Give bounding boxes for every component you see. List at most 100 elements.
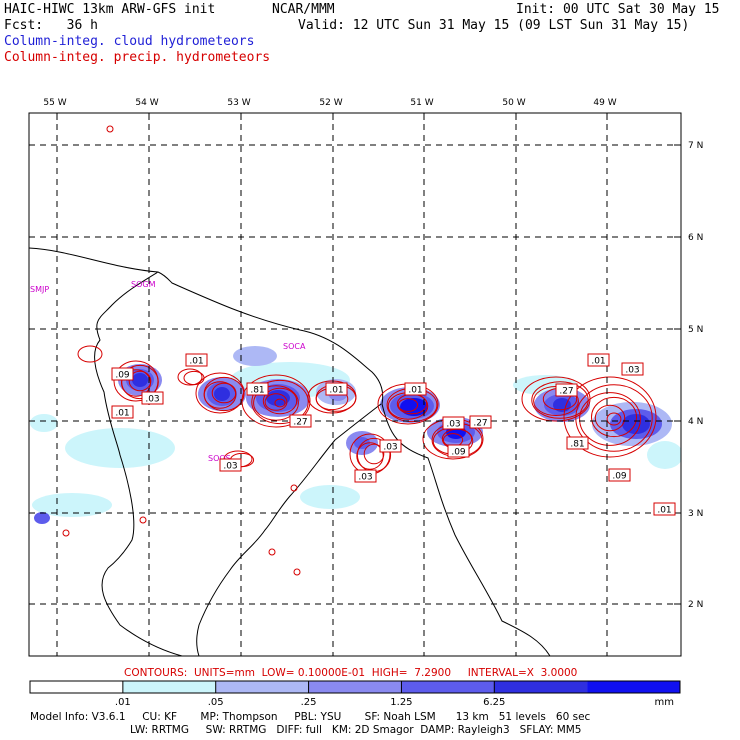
precip-contour — [241, 374, 311, 428]
cloud-shade-patch — [647, 441, 681, 469]
svg-text:.03: .03 — [625, 366, 639, 376]
precip-contour — [177, 368, 203, 386]
precip-contour — [183, 370, 205, 386]
contour-value-label: .27 — [555, 383, 578, 397]
precip-contour — [211, 382, 237, 404]
colorbar-swatch — [587, 681, 680, 693]
contour-value-label: .01 — [653, 502, 676, 516]
svg-text:.01: .01 — [115, 409, 129, 419]
precip-contour-dot — [290, 484, 298, 492]
svg-text:.01: .01 — [408, 386, 422, 396]
colorbar-swatch — [308, 681, 402, 693]
precip-contour — [274, 398, 286, 408]
colorbar-tick-label: .01 — [115, 697, 131, 708]
precip-contour — [579, 392, 641, 446]
svg-text:.01: .01 — [591, 357, 605, 367]
map-frame — [28, 112, 682, 657]
cloud-shade-patch — [65, 428, 175, 468]
precip-contour — [77, 345, 103, 363]
colorbar-unit: mm — [655, 697, 674, 708]
contour-value-label: .01 — [404, 382, 427, 396]
precip-contour — [606, 412, 622, 426]
station-label: SOOS — [208, 454, 231, 463]
svg-text:.09: .09 — [612, 472, 627, 482]
model-info-line1: Model Info: V3.6.1 CU: KF MP: Thompson P… — [30, 711, 591, 723]
precip-contour — [128, 370, 152, 392]
contour-value-label: .03 — [354, 469, 377, 483]
cloud-shade-patch — [233, 346, 277, 366]
colorbar: .01 .05 .25 1.25 6.25 mm — [29, 680, 681, 708]
coastline-layer — [29, 247, 551, 656]
coastline — [93, 271, 183, 656]
cloud-shade-patch — [300, 485, 360, 509]
longitude-label: 53 W — [227, 98, 250, 108]
precip-contour — [563, 376, 657, 458]
contour-value-label: .03 — [141, 391, 164, 405]
latitude-label: 4 N — [688, 417, 703, 427]
contour-value-label: .81 — [566, 436, 589, 450]
model-info-line2: LW: RRTMG SW: RRTMG DIFF: full KM: 2D Sm… — [130, 724, 582, 736]
precip-field-label: Column-integ. precip. hydrometeors — [4, 50, 271, 65]
precip-contour — [251, 379, 309, 425]
svg-text:.27: .27 — [293, 418, 307, 428]
latitude-label: 3 N — [688, 509, 703, 519]
colorbar-swatch — [122, 681, 216, 693]
latitude-label: 6 N — [688, 233, 703, 243]
svg-text:.03: .03 — [383, 443, 397, 453]
contour-value-label: .27 — [289, 414, 312, 428]
precip-contour — [591, 396, 637, 438]
cloud-shade-patch — [622, 414, 650, 434]
lat-lon-grid — [29, 113, 681, 656]
longitude-label: 49 W — [593, 98, 616, 108]
svg-text:.09: .09 — [115, 371, 130, 381]
longitude-label: 55 W — [43, 98, 66, 108]
contour-value-label: .81 — [246, 382, 269, 396]
cloud-shade-patch — [32, 493, 112, 517]
precip-contour — [262, 387, 298, 415]
contour-value-label: .01 — [185, 353, 208, 367]
latitude-label: 2 N — [688, 600, 703, 610]
precip-contour-layer — [62, 125, 657, 576]
precip-contour-dot — [106, 125, 114, 133]
svg-text:.09: .09 — [451, 448, 466, 458]
longitude-label: 50 W — [502, 98, 525, 108]
contour-value-label: .27 — [469, 415, 492, 429]
latitude-label: 7 N — [688, 141, 703, 151]
contour-value-label: .03 — [621, 362, 644, 376]
svg-text:.81: .81 — [570, 440, 584, 450]
contour-value-label: .03 — [379, 439, 402, 453]
precip-contour — [575, 384, 653, 452]
svg-text:.03: .03 — [358, 473, 372, 483]
precip-contour-dot — [268, 548, 276, 556]
colorbar-swatch — [30, 681, 123, 693]
svg-text:.01: .01 — [657, 506, 671, 516]
svg-text:.01: .01 — [329, 386, 343, 396]
precip-contour — [253, 385, 299, 421]
colorbar-tick-label: .05 — [208, 697, 224, 708]
organization-label: NCAR/MMM — [272, 2, 335, 17]
coastline — [196, 403, 382, 656]
contour-value-label: .01 — [325, 382, 348, 396]
svg-text:.01: .01 — [189, 357, 203, 367]
contour-value-label: .03 — [219, 458, 242, 472]
cloud-field-label: Column-integ. cloud hydrometeors — [4, 34, 255, 49]
svg-text:.03: .03 — [446, 420, 460, 430]
forecast-hour: Fcst: 36 h — [4, 18, 98, 33]
station-label: SOCA — [283, 342, 306, 351]
cloud-shade-patch — [214, 387, 230, 401]
colorbar-swatch — [401, 681, 495, 693]
precip-contour-dot — [139, 516, 147, 524]
plot-title: HAIC-HIWC 13km ARW-GFS init — [4, 2, 216, 17]
longitude-label: 54 W — [135, 98, 158, 108]
contour-value-label: .09 — [111, 367, 134, 381]
svg-text:.81: .81 — [250, 386, 264, 396]
colorbar-frame — [29, 680, 681, 694]
cloud-shade-patch — [30, 414, 58, 432]
coastline — [29, 247, 551, 656]
colorbar-tick-label: 6.25 — [483, 697, 505, 708]
contour-value-label: .09 — [447, 444, 470, 458]
precip-contour — [264, 393, 288, 411]
contour-value-label: .03 — [442, 416, 465, 430]
valid-time: Valid: 12 UTC Sun 31 May 15 (09 LST Sun … — [298, 18, 690, 33]
